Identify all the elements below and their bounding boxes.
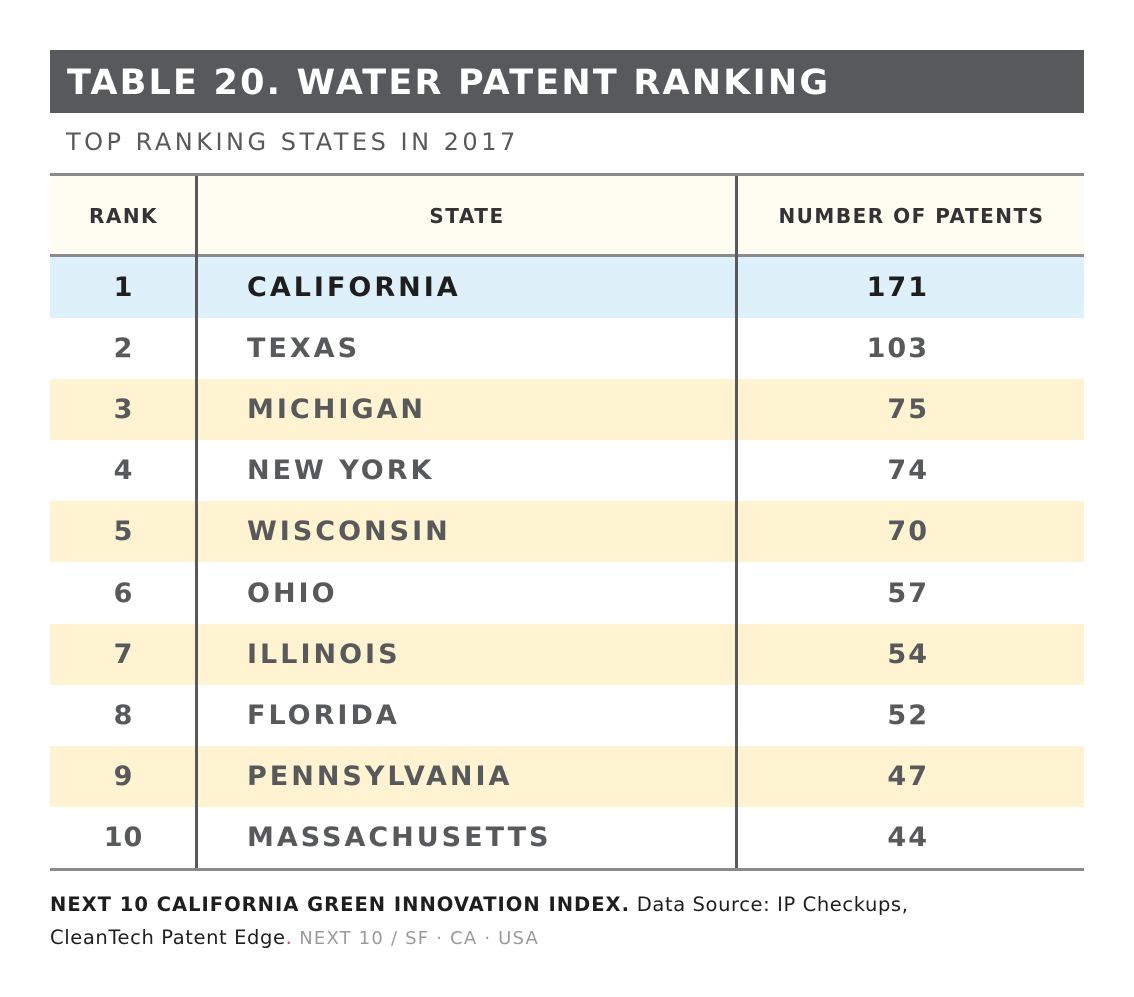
rank-cell: 2 (113, 333, 134, 365)
state-cell: TEXAS (247, 333, 361, 365)
table-row: 2 TEXAS 103 (50, 318, 1084, 379)
rank-cell: 9 (113, 760, 134, 792)
footer-org: NEXT 10 CALIFORNIA GREEN INNOVATION INDE… (50, 893, 630, 916)
footer-source-line1: Data Source: IP Checkups, (636, 893, 909, 916)
source-note: NEXT 10 CALIFORNIA GREEN INNOVATION INDE… (50, 888, 1084, 955)
column-divider-1 (195, 176, 198, 868)
state-cell: CALIFORNIA (247, 272, 461, 303)
patents-cell: 54 (887, 638, 929, 670)
state-cell: WISCONSIN (247, 516, 451, 548)
patents-cell: 75 (887, 394, 929, 426)
header-rule (50, 254, 1084, 257)
footer-source-line2: CleanTech Patent Edge (50, 926, 286, 949)
table-row: 4 NEW YORK 74 (50, 440, 1084, 501)
patents-cell: 47 (887, 760, 929, 792)
table-row: 8 FLORIDA 52 (50, 685, 1084, 746)
patents-cell: 44 (887, 821, 929, 853)
table-row: 1 CALIFORNIA 171 (50, 257, 1084, 318)
patents-cell: 70 (887, 516, 929, 548)
rank-cell: 1 (113, 272, 134, 303)
table-header-row: RANK STATE NUMBER OF PATENTS (50, 176, 1084, 254)
patents-cell: 171 (866, 272, 929, 303)
header-rank: RANK (88, 204, 159, 228)
patents-cell: 74 (887, 455, 929, 487)
rank-cell: 4 (113, 455, 134, 487)
footer-credit: NEXT 10 / SF · CA · USA (299, 928, 540, 949)
ranking-table: RANK STATE NUMBER OF PATENTS 1 CALIFORNIA… (50, 173, 1084, 871)
state-cell: MICHIGAN (247, 394, 427, 426)
rank-cell: 3 (113, 394, 134, 426)
state-cell: OHIO (247, 577, 338, 609)
column-divider-2 (735, 176, 738, 868)
state-cell: FLORIDA (247, 699, 400, 731)
rank-cell: 5 (113, 516, 134, 548)
table-row: 7 ILLINOIS 54 (50, 623, 1084, 685)
table-bottom-rule (50, 868, 1084, 871)
state-cell: MASSACHUSETTS (247, 821, 552, 853)
state-cell: PENNSYLVANIA (247, 760, 513, 792)
table-row: 3 MICHIGAN 75 (50, 379, 1084, 441)
rank-cell: 10 (103, 821, 144, 853)
table-row: 10 MASSACHUSETTS 44 (50, 807, 1084, 868)
table-row: 6 OHIO 57 (50, 563, 1084, 624)
title-bar: TABLE 20. WATER PATENT RANKING (50, 50, 1084, 113)
header-state: STATE (429, 204, 505, 228)
patents-cell: 103 (866, 333, 929, 365)
table-row: 5 WISCONSIN 70 (50, 501, 1084, 563)
footer-accent-period: . (285, 926, 293, 949)
header-patents: NUMBER OF PATENTS (778, 204, 1045, 228)
state-cell: NEW YORK (247, 455, 435, 487)
patents-cell: 52 (887, 699, 929, 731)
rank-cell: 7 (113, 638, 134, 670)
table-top-rule (50, 173, 1084, 176)
rank-cell: 8 (113, 699, 134, 731)
page-title: TABLE 20. WATER PATENT RANKING (67, 63, 831, 103)
table-row: 9 PENNSYLVANIA 47 (50, 745, 1084, 807)
page-subtitle: TOP RANKING STATES IN 2017 (66, 128, 519, 156)
rank-cell: 6 (113, 577, 134, 609)
patents-cell: 57 (887, 577, 929, 609)
state-cell: ILLINOIS (247, 638, 401, 670)
